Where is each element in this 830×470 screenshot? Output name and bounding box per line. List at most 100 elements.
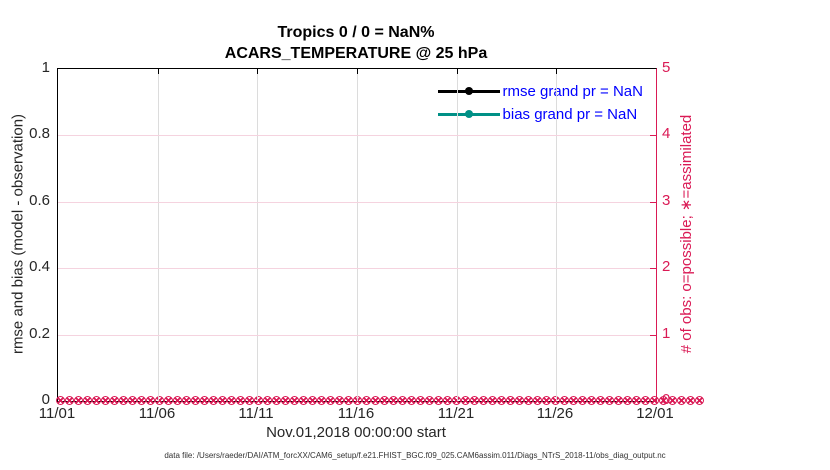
obs-marker — [56, 396, 65, 405]
obs-marker — [236, 396, 245, 405]
obs-marker — [119, 396, 128, 405]
obs-marker — [299, 396, 308, 405]
y-right-tick-label: 1 — [662, 325, 671, 342]
obs-marker — [146, 396, 155, 405]
x-tick-label: 12/01 — [636, 405, 674, 422]
obs-marker — [416, 396, 425, 405]
obs-marker — [191, 396, 200, 405]
obs-marker — [497, 396, 506, 405]
legend-item: rmse grand pr = NaN — [437, 81, 643, 101]
obs-marker — [101, 396, 110, 405]
obs-marker — [515, 396, 524, 405]
x-tick-mark — [357, 69, 358, 74]
chart-title: Tropics 0 / 0 = NaN% ACARS_TEMPERATURE @… — [57, 22, 655, 64]
obs-marker — [578, 396, 587, 405]
gridline-vertical — [457, 69, 458, 401]
y-left-tick-label: 0.6 — [29, 192, 50, 209]
obs-marker — [533, 396, 542, 405]
obs-marker — [587, 396, 596, 405]
obs-marker — [335, 396, 344, 405]
obs-marker — [425, 396, 434, 405]
obs-marker — [227, 396, 236, 405]
gridline-horizontal — [58, 135, 656, 136]
obs-marker — [560, 396, 569, 405]
gridline-vertical — [556, 69, 557, 401]
obs-marker — [605, 396, 614, 405]
y-right-tick-label: 5 — [662, 59, 671, 76]
obs-marker — [326, 396, 335, 405]
footer-datafile: data file: /Users/raeder/DAI/ATM_forcXX/… — [164, 451, 666, 460]
chart-title-line1: Tropics 0 / 0 = NaN% — [277, 24, 435, 41]
y-axis-label-right: # of obs: o=possible; ∗=assimilated — [678, 114, 695, 354]
legend-marker-icon — [464, 87, 473, 95]
y-right-tick-label: 0 — [662, 391, 671, 408]
gridline-horizontal — [58, 335, 656, 336]
y-right-tick-mark — [650, 335, 656, 336]
y-left-tick-label: 0.4 — [29, 258, 50, 275]
obs-marker — [542, 396, 551, 405]
obs-marker — [83, 396, 92, 405]
y-right-tick-mark — [650, 202, 656, 203]
obs-marker — [164, 396, 173, 405]
y-right-tick-label: 2 — [662, 258, 671, 275]
obs-marker — [461, 396, 470, 405]
obs-marker — [641, 396, 650, 405]
obs-marker — [65, 396, 74, 405]
obs-marker — [344, 396, 353, 405]
x-tick-mark — [257, 69, 258, 74]
obs-marker — [677, 396, 686, 405]
y-right-tick-label: 3 — [662, 192, 671, 209]
obs-marker — [686, 396, 695, 405]
obs-marker — [137, 396, 146, 405]
x-tick-label: 11/21 — [437, 405, 475, 422]
obs-marker — [92, 396, 101, 405]
legend: rmse grand pr = NaN bias grand pr = NaN — [437, 81, 643, 124]
x-tick-mark — [556, 69, 557, 74]
obs-marker — [362, 396, 371, 405]
x-tick-label: 11/06 — [138, 405, 176, 422]
obs-marker — [434, 396, 443, 405]
obs-marker — [470, 396, 479, 405]
gridline-vertical — [158, 69, 159, 401]
x-tick-label: 11/26 — [536, 405, 574, 422]
obs-marker — [398, 396, 407, 405]
legend-label: bias grand pr = NaN — [502, 105, 638, 123]
y-axis-label-left: rmse and bias (model - observation) — [9, 113, 27, 355]
y-left-tick-label: 0.2 — [29, 325, 50, 342]
obs-marker — [380, 396, 389, 405]
x-tick-mark — [158, 69, 159, 74]
plot-area: rmse grand pr = NaN bias grand pr = NaN — [56, 68, 704, 405]
obs-marker — [74, 396, 83, 405]
legend-line — [437, 110, 500, 118]
obs-marker — [263, 396, 272, 405]
x-tick-label: 11/16 — [337, 405, 375, 422]
obs-marker — [524, 396, 533, 405]
obs-marker — [659, 396, 668, 405]
obs-markers-row — [56, 396, 704, 405]
y-left-tick-label: 0.8 — [29, 125, 50, 142]
gridline-vertical — [357, 69, 358, 401]
obs-marker — [551, 396, 560, 405]
gridline-vertical — [257, 69, 258, 401]
y-left-tick-label: 1 — [41, 59, 50, 76]
legend-item: bias grand pr = NaN — [437, 104, 643, 124]
legend-label: rmse grand pr = NaN — [502, 82, 643, 100]
obs-marker — [407, 396, 416, 405]
obs-marker — [479, 396, 488, 405]
obs-marker — [650, 396, 659, 405]
obs-marker — [128, 396, 137, 405]
x-tick-label: 11/01 — [38, 405, 76, 422]
obs-marker — [668, 396, 677, 405]
obs-marker — [110, 396, 119, 405]
obs-marker — [623, 396, 632, 405]
x-axis-label: Nov.01,2018 00:00:00 start — [266, 424, 446, 441]
obs-marker — [389, 396, 398, 405]
obs-marker — [317, 396, 326, 405]
obs-marker — [614, 396, 623, 405]
obs-marker — [371, 396, 380, 405]
x-tick-mark — [457, 69, 458, 74]
x-tick-label: 11/11 — [238, 405, 274, 422]
y-left-tick-label: 0 — [41, 391, 50, 408]
obs-marker — [272, 396, 281, 405]
